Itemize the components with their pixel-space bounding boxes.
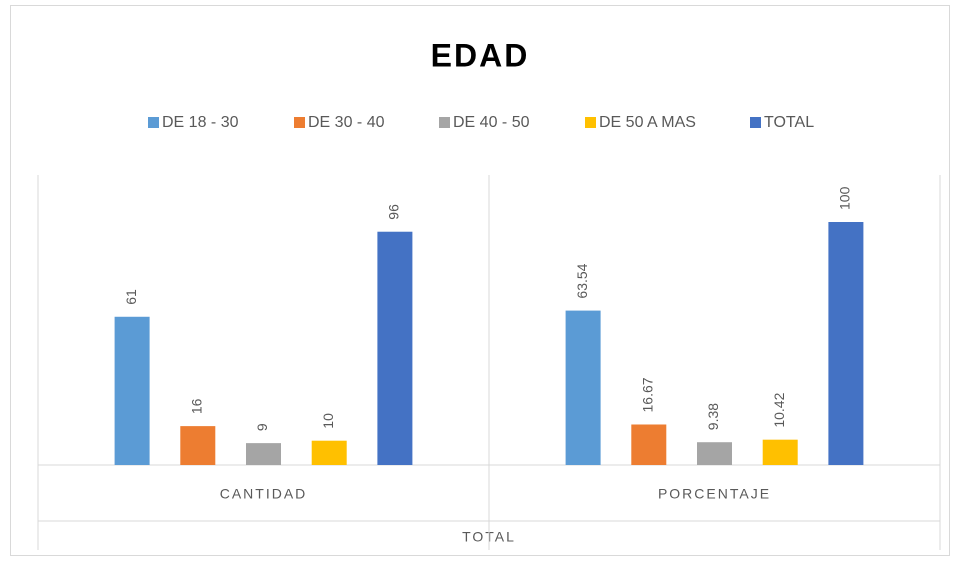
legend-label: TOTAL bbox=[764, 114, 814, 131]
bar bbox=[697, 442, 732, 465]
bar bbox=[246, 443, 281, 465]
bar bbox=[311, 440, 347, 465]
legend-swatch bbox=[585, 117, 596, 128]
bar bbox=[114, 316, 150, 465]
bar bbox=[565, 310, 601, 465]
legend-label: DE 40 - 50 bbox=[453, 114, 530, 131]
legend-label: DE 50 A MAS bbox=[599, 114, 696, 131]
legend-swatch bbox=[439, 117, 450, 128]
data-label: 96 bbox=[386, 204, 402, 220]
legend-label: DE 30 - 40 bbox=[308, 114, 385, 131]
data-label: 61 bbox=[123, 289, 139, 305]
bar bbox=[762, 439, 798, 465]
legend-swatch bbox=[294, 117, 305, 128]
data-label: 9 bbox=[254, 423, 270, 431]
bar bbox=[631, 424, 667, 465]
bar bbox=[377, 231, 413, 465]
x-tick-label: PORCENTAJE bbox=[658, 486, 771, 502]
legend-swatch bbox=[148, 117, 159, 128]
bar bbox=[180, 426, 216, 465]
data-label: 10 bbox=[320, 413, 336, 429]
bar bbox=[828, 222, 864, 465]
legend-label: DE 18 - 30 bbox=[162, 114, 239, 131]
chart-title: EDAD bbox=[431, 37, 530, 73]
x-axis-label: TOTAL bbox=[462, 529, 516, 545]
data-label: 100 bbox=[837, 186, 853, 210]
data-label: 63.54 bbox=[574, 263, 590, 298]
data-label: 9.38 bbox=[705, 403, 721, 430]
legend-swatch bbox=[750, 117, 761, 128]
data-label: 16.67 bbox=[640, 377, 656, 412]
data-label: 16 bbox=[189, 398, 205, 414]
chart-border bbox=[10, 5, 950, 556]
data-label: 10.42 bbox=[771, 392, 787, 427]
x-tick-label: CANTIDAD bbox=[220, 486, 308, 502]
